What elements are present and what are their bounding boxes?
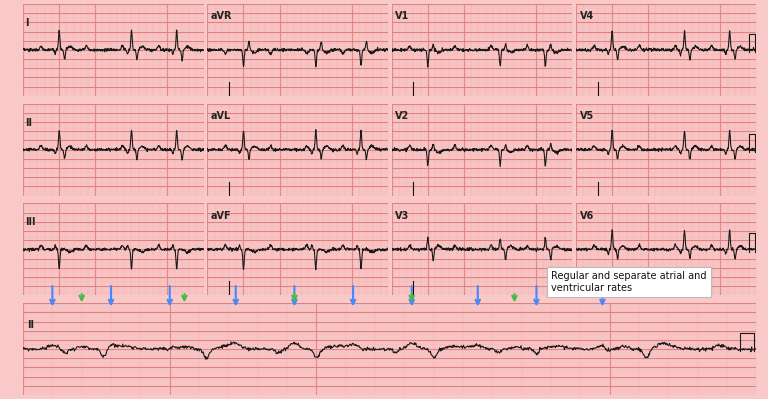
Text: Regular and separate atrial and
ventricular rates: Regular and separate atrial and ventricu… [551, 271, 707, 293]
Text: II: II [27, 320, 34, 330]
Text: I: I [25, 18, 28, 28]
Text: II: II [25, 117, 31, 128]
Text: V6: V6 [580, 211, 594, 221]
Text: III: III [25, 217, 35, 227]
Text: aVL: aVL [211, 111, 231, 121]
Text: aVR: aVR [211, 11, 233, 21]
Text: V5: V5 [580, 111, 594, 121]
Text: aVF: aVF [211, 211, 232, 221]
Text: V4: V4 [580, 11, 594, 21]
Text: V1: V1 [396, 11, 409, 21]
Text: V2: V2 [396, 111, 409, 121]
Text: V3: V3 [396, 211, 409, 221]
